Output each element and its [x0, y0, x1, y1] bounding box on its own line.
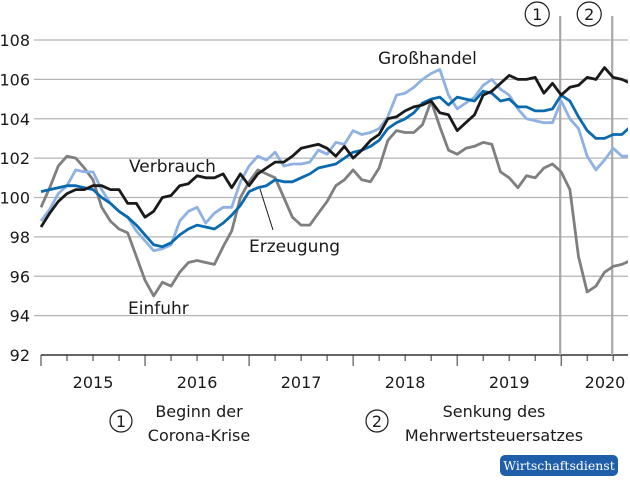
x-tick-label: 2019	[489, 373, 530, 392]
y-tick-label: 100	[0, 189, 30, 208]
erzeugung-leader-line	[259, 188, 274, 231]
label-grosshandel: Großhandel	[378, 49, 477, 69]
series-line-verbrauch	[39, 66, 628, 228]
event-marker-circle-1	[524, 1, 550, 27]
y-tick-label: 92	[10, 346, 30, 365]
y-tick-label: 102	[0, 149, 30, 168]
x-tick-label: 2018	[385, 373, 426, 392]
label-verbrauch: Verbrauch	[129, 157, 216, 177]
note-2-line2: Mehrwertsteuersatzes	[405, 426, 583, 445]
note-1-line1: Beginn der	[155, 402, 243, 421]
note-1: 1 Beginn der Corona-Krise	[109, 402, 250, 445]
event-marker-number-1: 1	[532, 5, 542, 24]
label-erzeugung: Erzeugung	[249, 237, 340, 257]
publisher-badge: Wirtschaftsdienst	[500, 455, 618, 476]
marker-number-1: 1	[116, 412, 126, 431]
series-line-großhandel	[39, 68, 628, 253]
note-2: 2 Senkung des Mehrwertsteuersatzes	[365, 402, 583, 445]
note-2-line1: Senkung des	[443, 402, 546, 421]
marker-circle-2	[365, 409, 389, 433]
x-tick-label: 2020	[585, 373, 626, 392]
x-tick-label: 2017	[281, 373, 322, 392]
y-tick-label: 98	[10, 228, 30, 247]
event-marker-circle-2	[576, 1, 602, 27]
y-tick-label: 96	[10, 267, 30, 286]
label-einfuhr: Einfuhr	[128, 299, 189, 319]
marker-circle-1	[109, 409, 133, 433]
y-tick-label: 108	[0, 31, 30, 50]
series-line-erzeugung	[40, 89, 628, 249]
marker-number-2: 2	[372, 412, 382, 431]
y-tick-label: 94	[10, 307, 30, 326]
event-marker-number-2: 2	[584, 5, 594, 24]
y-tick-label: 106	[0, 70, 30, 89]
x-tick-label: 2015	[73, 373, 114, 392]
x-tick-label: 2016	[177, 373, 218, 392]
series-line-einfuhr	[39, 99, 628, 298]
note-1-line2: Corona-Krise	[148, 426, 250, 445]
y-tick-label: 104	[0, 110, 30, 129]
